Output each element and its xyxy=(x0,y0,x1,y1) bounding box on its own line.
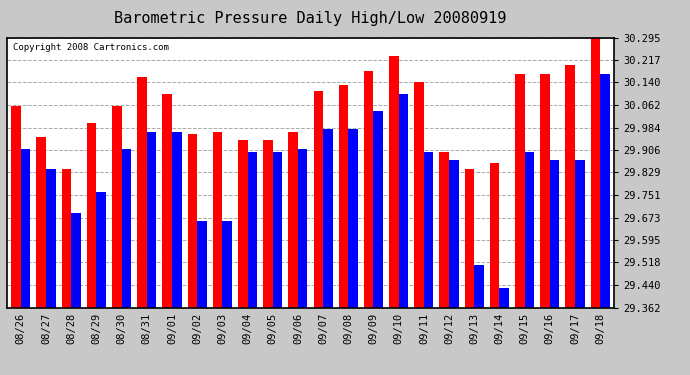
Bar xyxy=(339,85,348,308)
Bar xyxy=(61,169,71,308)
Bar xyxy=(238,140,248,308)
Bar xyxy=(21,149,30,308)
Bar xyxy=(575,160,584,308)
Bar xyxy=(515,74,524,308)
Bar xyxy=(112,105,121,308)
Bar xyxy=(348,129,358,308)
Bar xyxy=(87,123,97,308)
Bar xyxy=(440,152,449,308)
Bar xyxy=(474,265,484,308)
Bar xyxy=(566,65,575,308)
Bar xyxy=(298,149,308,308)
Bar xyxy=(288,132,298,308)
Bar xyxy=(500,288,509,308)
Bar xyxy=(147,132,157,308)
Bar xyxy=(37,137,46,308)
Bar xyxy=(188,135,197,308)
Bar xyxy=(162,94,172,308)
Bar xyxy=(137,76,147,308)
Bar xyxy=(399,94,408,308)
Bar xyxy=(373,111,383,308)
Bar xyxy=(414,82,424,308)
Bar xyxy=(424,152,433,308)
Bar xyxy=(364,71,373,308)
Bar xyxy=(313,91,323,308)
Bar xyxy=(172,132,181,308)
Bar xyxy=(213,132,222,308)
Bar xyxy=(524,152,534,308)
Bar xyxy=(222,221,232,308)
Bar xyxy=(71,213,81,308)
Bar xyxy=(464,169,474,308)
Text: Copyright 2008 Cartronics.com: Copyright 2008 Cartronics.com xyxy=(13,43,169,52)
Bar xyxy=(550,160,560,308)
Bar xyxy=(263,140,273,308)
Bar xyxy=(273,152,282,308)
Bar xyxy=(97,192,106,308)
Bar xyxy=(540,74,550,308)
Bar xyxy=(490,164,500,308)
Bar xyxy=(46,169,55,308)
Bar xyxy=(11,105,21,308)
Bar xyxy=(389,56,399,308)
Bar xyxy=(248,152,257,308)
Bar xyxy=(591,38,600,308)
Bar xyxy=(197,221,207,308)
Bar xyxy=(121,149,131,308)
Bar xyxy=(449,160,459,308)
Bar xyxy=(600,74,610,308)
Text: Barometric Pressure Daily High/Low 20080919: Barometric Pressure Daily High/Low 20080… xyxy=(115,11,506,26)
Bar xyxy=(323,129,333,308)
